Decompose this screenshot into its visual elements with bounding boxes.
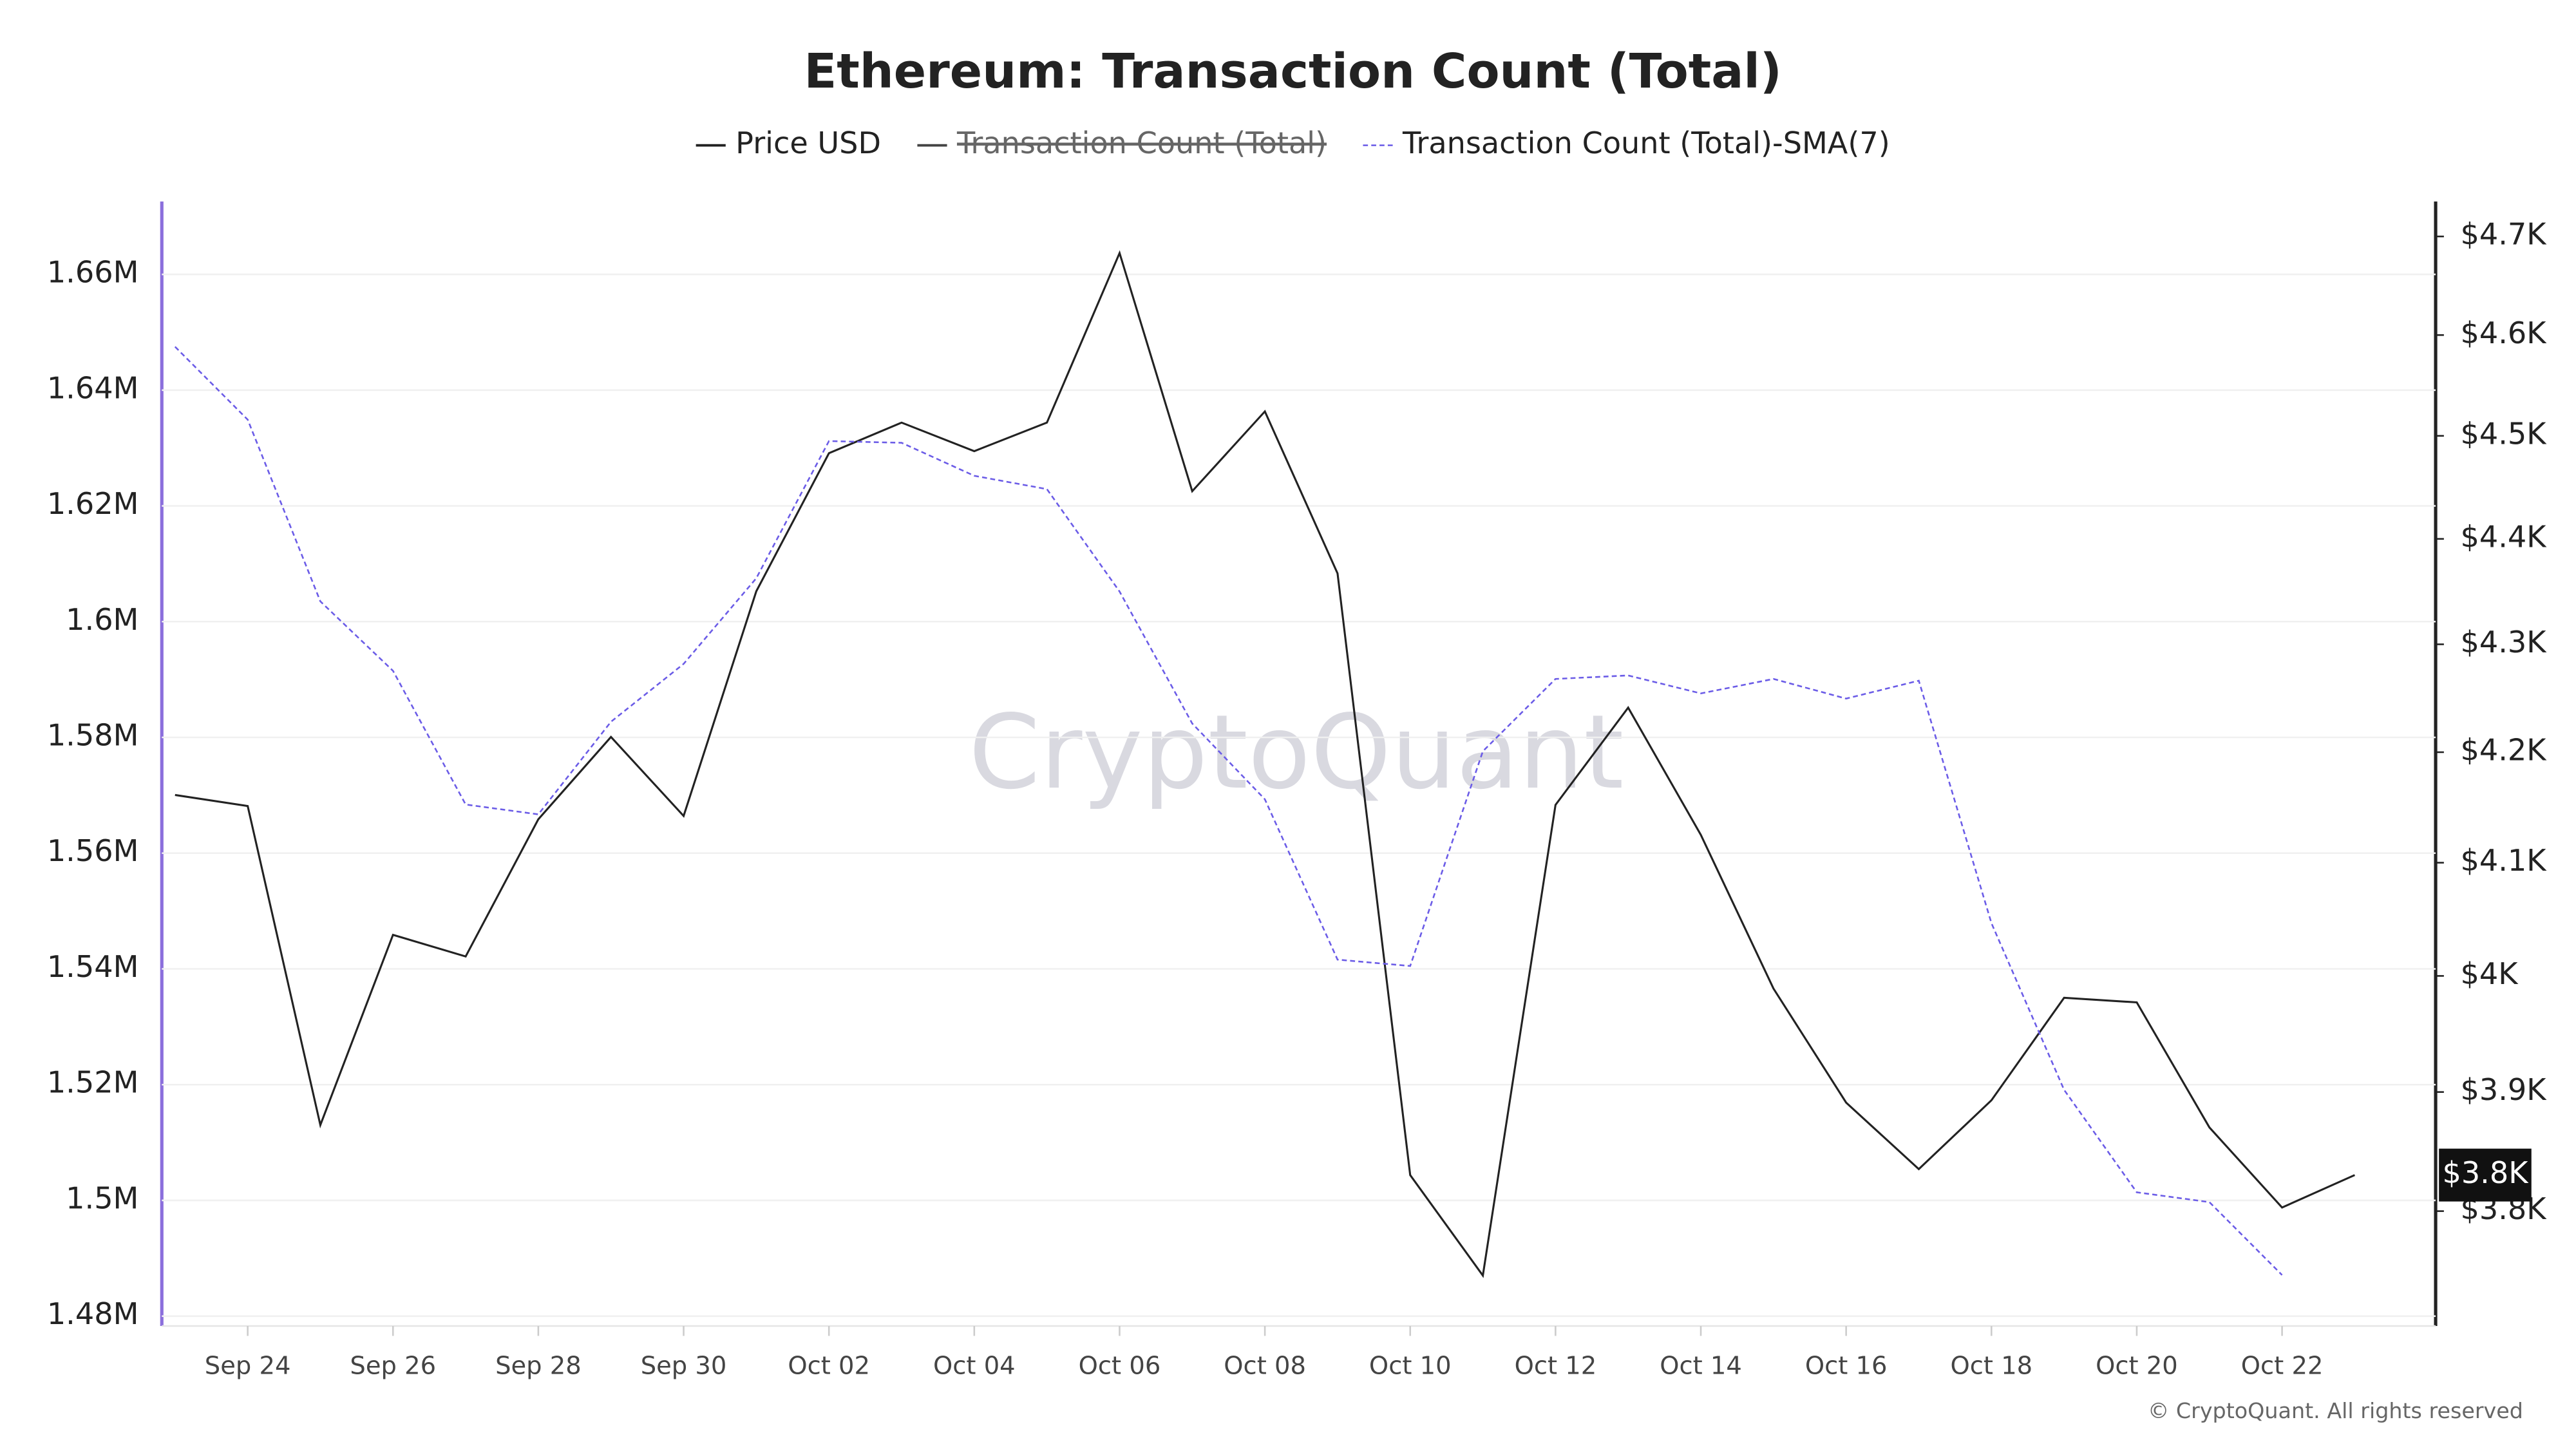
x-tick-label: Oct 02 [788,1352,870,1381]
x-tick-label: Oct 04 [933,1352,1016,1381]
legend-label: Transaction Count (Total) [956,126,1327,160]
y-tick-label: 1.64M [47,370,139,405]
x-tick-label: Sep 30 [641,1352,727,1381]
current-value-label: $3.8K [2442,1155,2529,1190]
x-tick-label: Oct 06 [1079,1352,1161,1381]
y-tick-label: 1.48M [47,1296,139,1331]
x-tick-label: Sep 28 [495,1352,582,1381]
watermark: CryptoQuant [969,693,1624,812]
current-value-box [2439,1148,2532,1202]
legend-item: Transaction Count (Total) [917,126,1327,160]
series-line [175,250,2356,1278]
legend-label: Transaction Count (Total)-SMA(7) [1402,126,1890,160]
y2-tick-label: $4.5K [2461,416,2548,451]
legend-label: Price USD [735,126,881,160]
legend-item: Price USD [696,126,881,160]
chart-title: Ethereum: Transaction Count (Total) [804,43,1781,99]
legend: Price USD Transaction Count (Total) Transa… [696,126,1890,160]
y2-tick-label: $4K [2461,956,2519,991]
y-tick-label: 1.62M [47,486,139,521]
y2-tick-label: $4.3K [2461,625,2548,659]
legend-item: Transaction Count (Total)-SMA(7) [1363,126,1890,160]
x-tick-label: Oct 12 [1515,1352,1597,1381]
y-tick-label: 1.54M [47,949,139,984]
y2-tick-label: $3.9K [2461,1072,2548,1107]
y-tick-label: 1.58M [47,718,139,753]
y2-tick-label: $4.2K [2461,733,2548,768]
y2-tick-label: $4.7K [2461,217,2548,252]
x-tick-label: Sep 24 [205,1352,291,1381]
x-tick-label: Oct 22 [2241,1352,2324,1381]
y-tick-label: 1.56M [47,833,139,868]
x-tick-label: Oct 16 [1805,1352,1888,1381]
series-line [174,346,2283,1276]
y-tick-label: 1.5M [66,1180,138,1215]
y-tick-label: 1.52M [47,1065,139,1100]
x-tick-label: Oct 08 [1224,1352,1306,1381]
y-tick-label: 1.6M [66,602,138,637]
x-tick-label: Oct 20 [2096,1352,2178,1381]
footer: © CryptoQuant. All rights reserved [2148,1398,2523,1423]
x-tick-label: Oct 14 [1660,1352,1742,1381]
y-tick-label: 1.66M [47,255,139,290]
y2-tick-label: $4.6K [2461,316,2548,350]
x-tick-label: Oct 18 [1950,1352,2032,1381]
y2-tick-label: $4.4K [2461,519,2548,554]
x-tick-label: Sep 26 [350,1352,436,1381]
x-tick-label: Oct 10 [1369,1352,1452,1381]
y2-tick-label: $4.1K [2461,843,2548,878]
